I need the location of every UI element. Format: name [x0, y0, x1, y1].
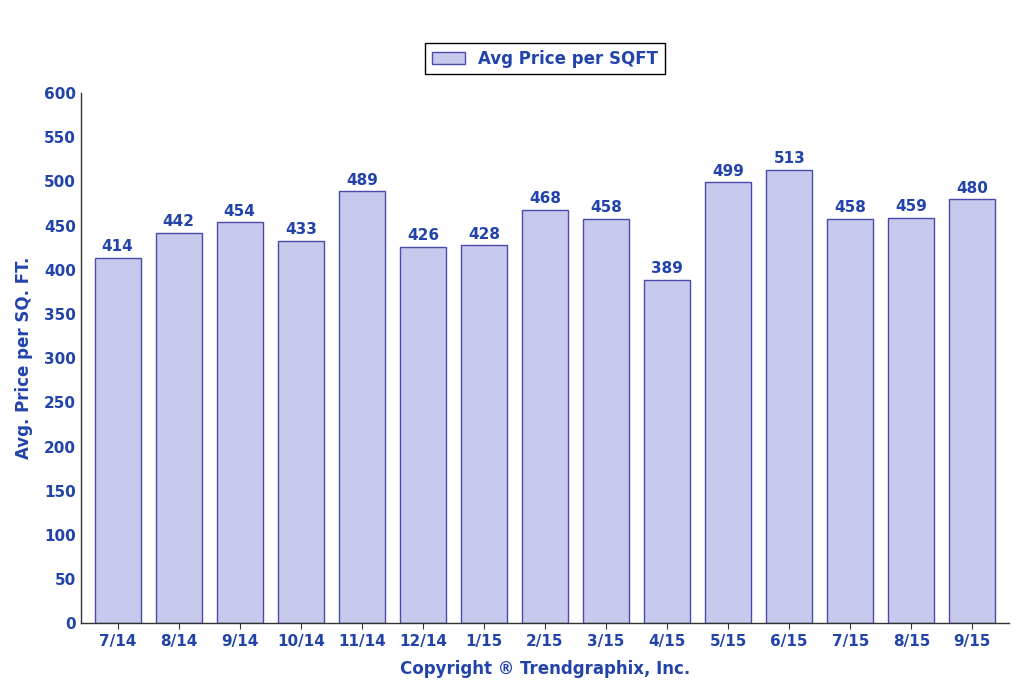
Text: 426: 426 — [407, 229, 439, 243]
Bar — [583, 218, 629, 624]
Bar — [766, 170, 812, 624]
Bar — [827, 218, 873, 624]
Bar — [706, 182, 751, 624]
Bar — [400, 247, 445, 624]
Text: 442: 442 — [163, 214, 195, 229]
Text: 480: 480 — [956, 181, 988, 195]
Text: 414: 414 — [101, 239, 133, 254]
Text: 458: 458 — [835, 200, 866, 215]
X-axis label: Copyright ® Trendgraphix, Inc.: Copyright ® Trendgraphix, Inc. — [399, 660, 690, 678]
Text: 513: 513 — [773, 152, 805, 166]
Text: 428: 428 — [468, 227, 500, 242]
Bar — [949, 199, 995, 624]
Text: 459: 459 — [895, 199, 928, 214]
Y-axis label: Avg. Price per SQ. FT.: Avg. Price per SQ. FT. — [15, 257, 33, 459]
Bar — [644, 279, 690, 624]
Text: 468: 468 — [529, 191, 561, 207]
Bar — [339, 191, 385, 624]
Text: 489: 489 — [346, 173, 378, 188]
Text: 499: 499 — [713, 164, 744, 179]
Bar — [94, 258, 140, 624]
Bar — [217, 222, 262, 624]
Bar — [278, 240, 324, 624]
Text: 458: 458 — [590, 200, 622, 215]
Legend: Avg Price per SQFT: Avg Price per SQFT — [425, 43, 665, 74]
Text: 389: 389 — [651, 261, 683, 276]
Text: 454: 454 — [224, 204, 256, 218]
Text: 433: 433 — [285, 222, 316, 237]
Bar — [522, 210, 568, 624]
Bar — [156, 233, 202, 624]
Bar — [889, 218, 934, 624]
Bar — [461, 245, 507, 624]
